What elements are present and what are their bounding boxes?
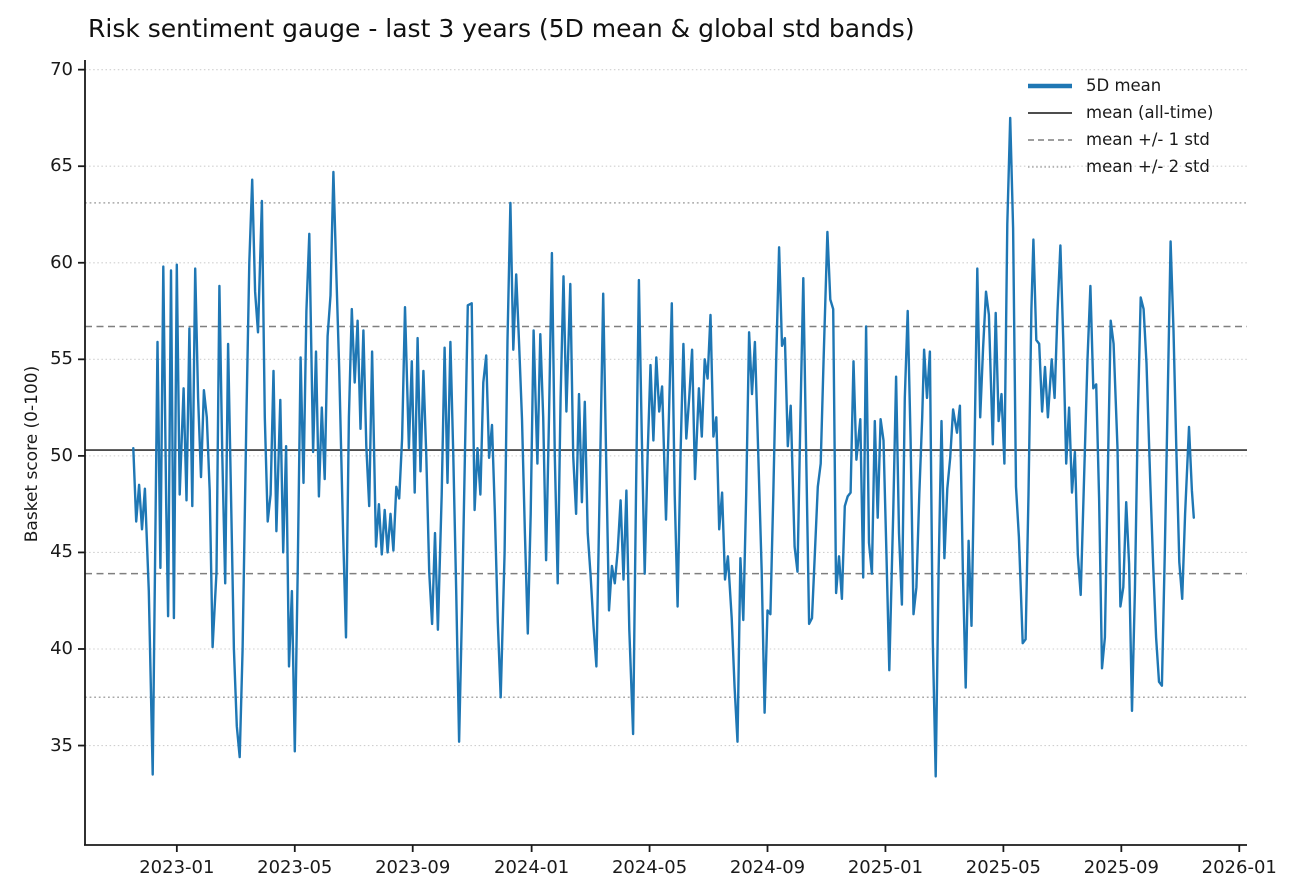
x-tick-label: 2026-01 bbox=[1201, 857, 1277, 878]
y-tick-label: 50 bbox=[50, 444, 73, 466]
x-tick-label: 2025-05 bbox=[965, 857, 1041, 878]
y-tick-label: 60 bbox=[50, 251, 73, 273]
legend-item: mean (all-time) bbox=[1028, 99, 1213, 126]
x-tick-label: 2024-09 bbox=[729, 857, 806, 878]
legend-line-sample bbox=[1028, 83, 1072, 88]
x-tick-label: 2025-01 bbox=[847, 857, 924, 878]
legend-item-label: mean +/- 2 std bbox=[1086, 157, 1210, 176]
legend-line-sample bbox=[1028, 165, 1072, 168]
y-tick-label: 45 bbox=[50, 541, 73, 563]
x-tick-label: 2024-01 bbox=[494, 857, 570, 878]
legend-item-label: mean (all-time) bbox=[1086, 103, 1214, 122]
x-tick-label: 2023-01 bbox=[139, 857, 215, 878]
legend-item: mean +/- 1 std bbox=[1028, 126, 1213, 153]
y-tick-label: 70 bbox=[50, 58, 73, 80]
series-line-5d-mean bbox=[132, 116, 1196, 778]
legend-item-label: 5D mean bbox=[1086, 76, 1162, 95]
legend-item: 5D mean bbox=[1028, 72, 1213, 99]
y-tick-label: 55 bbox=[50, 348, 73, 370]
chart-title: Risk sentiment gauge - last 3 years (5D … bbox=[88, 14, 915, 43]
legend-line-sample bbox=[1028, 138, 1072, 141]
legend-item-label: mean +/- 1 std bbox=[1086, 130, 1210, 149]
y-tick-label: 65 bbox=[50, 155, 73, 177]
x-tick-label: 2025-09 bbox=[1083, 857, 1159, 878]
y-tick-label: 35 bbox=[50, 734, 73, 756]
x-tick-label: 2024-05 bbox=[611, 857, 688, 878]
legend-line-sample bbox=[1028, 111, 1072, 114]
x-tick-label: 2023-05 bbox=[257, 857, 333, 878]
x-tick-label: 2023-09 bbox=[375, 857, 451, 878]
legend: 5D mean mean (all-time) mean +/- 1 std mean… bbox=[1028, 72, 1213, 180]
y-tick-label: 40 bbox=[50, 637, 73, 659]
legend-item: mean +/- 2 std bbox=[1028, 153, 1213, 180]
